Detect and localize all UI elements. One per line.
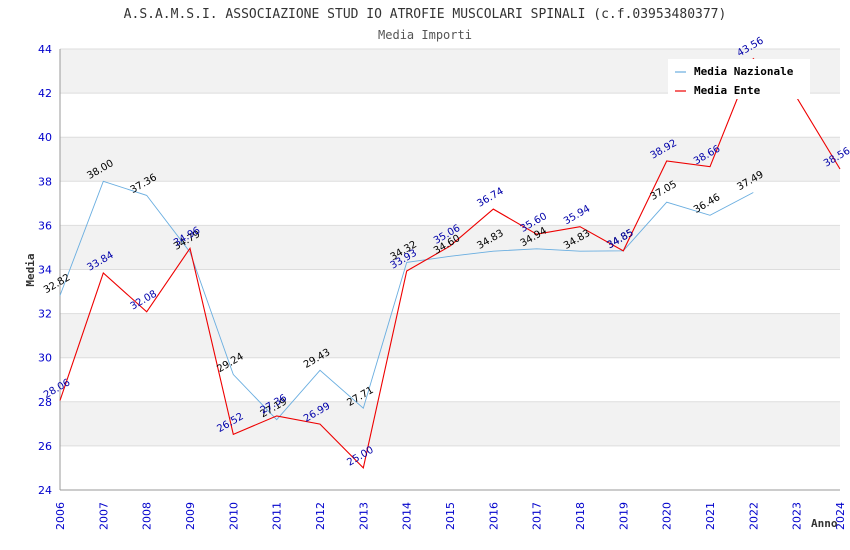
x-tick-label: 2015 xyxy=(444,502,457,530)
x-tick-label: 2010 xyxy=(227,502,240,530)
x-tick-label: 2018 xyxy=(574,502,587,530)
y-tick-label: 34 xyxy=(38,264,52,277)
x-tick-label: 2016 xyxy=(487,502,500,530)
plot-band xyxy=(60,445,840,490)
legend-label-media-nazionale: Media Nazionale xyxy=(694,65,794,78)
series-line-media-nazionale xyxy=(59,180,754,421)
y-tick-label: 24 xyxy=(38,484,52,497)
axes xyxy=(59,49,840,491)
legend: Media Nazionale Media Ente xyxy=(668,59,810,99)
x-tick-labels: 2006 2007 2008 2009 2010 2011 2012 2013 2014 2015… xyxy=(54,502,847,530)
x-tick-label: 2014 xyxy=(401,502,414,530)
plot-band xyxy=(60,269,840,314)
chart-title: A.S.A.M.S.I. ASSOCIAZIONE STUD IO ATROFI… xyxy=(124,7,727,22)
y-axis-label: Media xyxy=(24,253,37,286)
plot-band xyxy=(60,313,840,358)
y-tick-label: 32 xyxy=(38,308,52,321)
series-line-media-ente xyxy=(59,57,841,470)
series-lines xyxy=(59,57,841,470)
y-tick-label: 44 xyxy=(38,43,52,56)
x-tick-label: 2006 xyxy=(54,502,67,530)
x-tick-label: 2020 xyxy=(661,502,674,530)
y-tick-labels: 24 26 28 30 32 34 36 38 40 42 44 xyxy=(38,43,52,497)
plot-background-bands xyxy=(60,49,840,490)
x-tick-label: 2021 xyxy=(704,502,717,530)
x-tick-label: 2019 xyxy=(617,502,630,530)
plot-band xyxy=(60,357,840,402)
x-tick-label: 2012 xyxy=(314,502,327,530)
y-tick-label: 38 xyxy=(38,175,52,188)
y-tick-label: 28 xyxy=(38,396,52,409)
x-tick-label: 2022 xyxy=(747,502,760,530)
x-tick-label: 2024 xyxy=(834,502,847,530)
y-tick-label: 26 xyxy=(38,440,52,453)
y-tick-label: 30 xyxy=(38,352,52,365)
x-tick-label: 2023 xyxy=(791,502,804,530)
plot-band xyxy=(60,93,840,138)
y-tick-label: 40 xyxy=(38,131,52,144)
legend-label-media-ente: Media Ente xyxy=(694,84,761,97)
x-tick-label: 2007 xyxy=(97,502,110,530)
x-tick-label: 2017 xyxy=(531,502,544,530)
chart-subtitle: Media Importi xyxy=(378,28,472,42)
y-tick-label: 42 xyxy=(38,87,52,100)
x-tick-label: 2013 xyxy=(357,502,370,530)
legend-box xyxy=(668,59,810,99)
x-tick-label: 2011 xyxy=(271,502,284,530)
plot-band xyxy=(60,401,840,446)
x-tick-label: 2008 xyxy=(141,502,154,530)
plot-band xyxy=(60,181,840,226)
plot-band xyxy=(60,137,840,182)
x-axis-label: Anno xyxy=(811,517,838,530)
y-tick-label: 36 xyxy=(38,219,52,232)
x-tick-label: 2009 xyxy=(184,502,197,530)
